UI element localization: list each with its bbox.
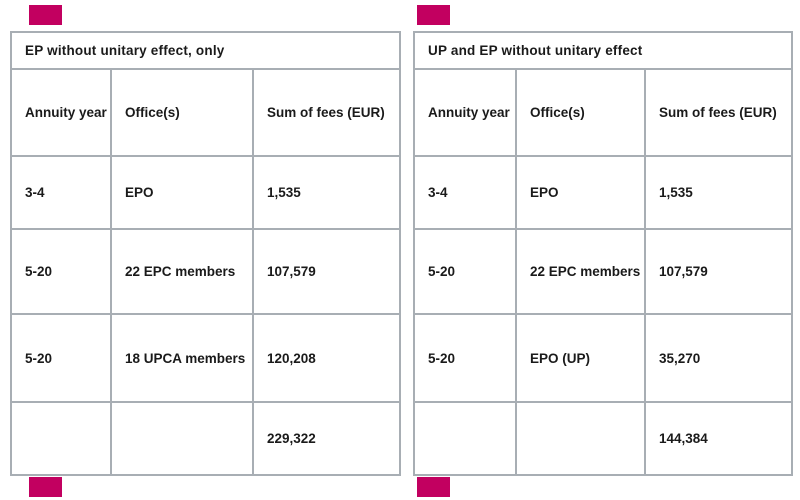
cell-fee: 1,535 (644, 155, 793, 230)
column-header-sum-of-fees: Sum of fees (EUR) (252, 68, 401, 157)
cell-annuity-year: 3-4 (413, 155, 517, 230)
table-title-left: EP without unitary effect, only (10, 31, 401, 70)
cell-office: 22 EPC members (110, 228, 254, 315)
cell-fee: 1,535 (252, 155, 401, 230)
table-total-row: 229,322 (10, 401, 401, 476)
column-header-offices: Office(s) (110, 68, 254, 157)
cell-total-fee: 229,322 (252, 401, 401, 476)
column-header-annuity-year: Annuity year (10, 68, 112, 157)
column-header-annuity-year: Annuity year (413, 68, 517, 157)
column-header-offices: Office(s) (515, 68, 646, 157)
cell-office: 18 UPCA members (110, 313, 254, 403)
cell-annuity-year: 5-20 (413, 313, 517, 403)
accent-square-top-right (417, 5, 450, 25)
cell-annuity-year: 5-20 (10, 228, 112, 315)
cell-annuity-year (413, 401, 517, 476)
accent-square-bottom-left (29, 477, 62, 497)
column-header-sum-of-fees: Sum of fees (EUR) (644, 68, 793, 157)
cell-fee: 107,579 (252, 228, 401, 315)
cell-annuity-year (10, 401, 112, 476)
table-up-and-ep-without-unitary-effect: UP and EP without unitary effect Annuity… (413, 31, 793, 476)
fees-table-left: EP without unitary effect, only Annuity … (10, 31, 401, 476)
cell-fee: 107,579 (644, 228, 793, 315)
table-title-right: UP and EP without unitary effect (413, 31, 793, 70)
cell-office (110, 401, 254, 476)
cell-office (515, 401, 646, 476)
cell-annuity-year: 5-20 (413, 228, 517, 315)
table-row: 5-20 22 EPC members 107,579 (413, 228, 793, 315)
table-row: 5-20 18 UPCA members 120,208 (10, 313, 401, 403)
cell-office: EPO (110, 155, 254, 230)
cell-annuity-year: 5-20 (10, 313, 112, 403)
cell-office: EPO (UP) (515, 313, 646, 403)
cell-office: 22 EPC members (515, 228, 646, 315)
accent-square-top-left (29, 5, 62, 25)
table-ep-without-unitary-effect: EP without unitary effect, only Annuity … (10, 31, 401, 476)
cell-annuity-year: 3-4 (10, 155, 112, 230)
table-row: 3-4 EPO 1,535 (413, 155, 793, 230)
table-row: 5-20 EPO (UP) 35,270 (413, 313, 793, 403)
accent-square-bottom-right (417, 477, 450, 497)
table-total-row: 144,384 (413, 401, 793, 476)
cell-fee: 35,270 (644, 313, 793, 403)
cell-total-fee: 144,384 (644, 401, 793, 476)
table-row: 3-4 EPO 1,535 (10, 155, 401, 230)
cell-fee: 120,208 (252, 313, 401, 403)
table-row: 5-20 22 EPC members 107,579 (10, 228, 401, 315)
fees-table-right: UP and EP without unitary effect Annuity… (413, 31, 793, 476)
cell-office: EPO (515, 155, 646, 230)
